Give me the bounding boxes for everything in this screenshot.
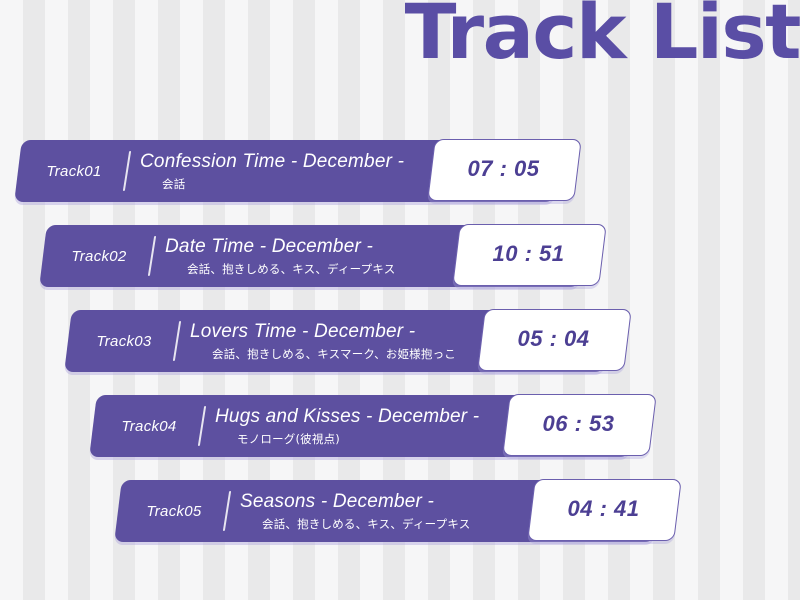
track-duration-badge: [502, 394, 657, 456]
track-number-label: Track05: [146, 502, 202, 520]
track-title: Date Time - December -: [165, 236, 374, 258]
track-text-block: Seasons - December - 会話、抱きしめる、キス、ディープキス: [240, 480, 470, 542]
track-subtitle: 会話: [162, 176, 186, 191]
track-subtitle: 会話、抱きしめる、キスマーク、お姫様抱っこ: [212, 346, 456, 361]
track-subtitle: モノローグ(彼視点): [237, 431, 340, 446]
track-duration-badge: [452, 224, 607, 286]
track-subtitle: 会話、抱きしめる、キス、ディープキス: [262, 516, 471, 531]
track-duration-badge: [477, 309, 632, 371]
track-row[interactable]: Track01 Confession Time - December - 会話 07 …: [0, 139, 800, 202]
track-text-block: Date Time - December - 会話、抱きしめる、キス、ディープキス: [165, 225, 395, 287]
track-row[interactable]: Track05 Seasons - December - 会話、抱きしめる、キス、デ…: [0, 479, 800, 542]
track-row[interactable]: Track02 Date Time - December - 会話、抱きしめる、キス…: [0, 224, 800, 287]
track-number-label: Track01: [46, 162, 102, 180]
track-title: Hugs and Kisses - December -: [215, 406, 480, 428]
track-row[interactable]: Track03 Lovers Time - December - 会話、抱きしめる、…: [0, 309, 800, 372]
track-number-label: Track04: [121, 417, 177, 435]
track-title: Confession Time - December -: [140, 151, 405, 173]
page-title: Track List: [404, 0, 800, 76]
track-list: Track01 Confession Time - December - 会話 07 …: [0, 139, 800, 565]
track-number-label: Track03: [96, 332, 152, 350]
track-text-block: Confession Time - December - 会話: [140, 140, 404, 202]
track-title: Lovers Time - December -: [190, 321, 416, 343]
track-duration-badge: [527, 479, 682, 541]
track-subtitle: 会話、抱きしめる、キス、ディープキス: [187, 261, 396, 276]
track-text-block: Lovers Time - December - 会話、抱きしめる、キスマーク、お…: [190, 310, 456, 372]
track-text-block: Hugs and Kisses - December - モノローグ(彼視点): [215, 395, 479, 457]
track-number-label: Track02: [71, 247, 127, 265]
track-title: Seasons - December -: [240, 491, 435, 513]
track-row[interactable]: Track04 Hugs and Kisses - December - モノローグ…: [0, 394, 800, 457]
track-duration-badge: [427, 139, 582, 201]
